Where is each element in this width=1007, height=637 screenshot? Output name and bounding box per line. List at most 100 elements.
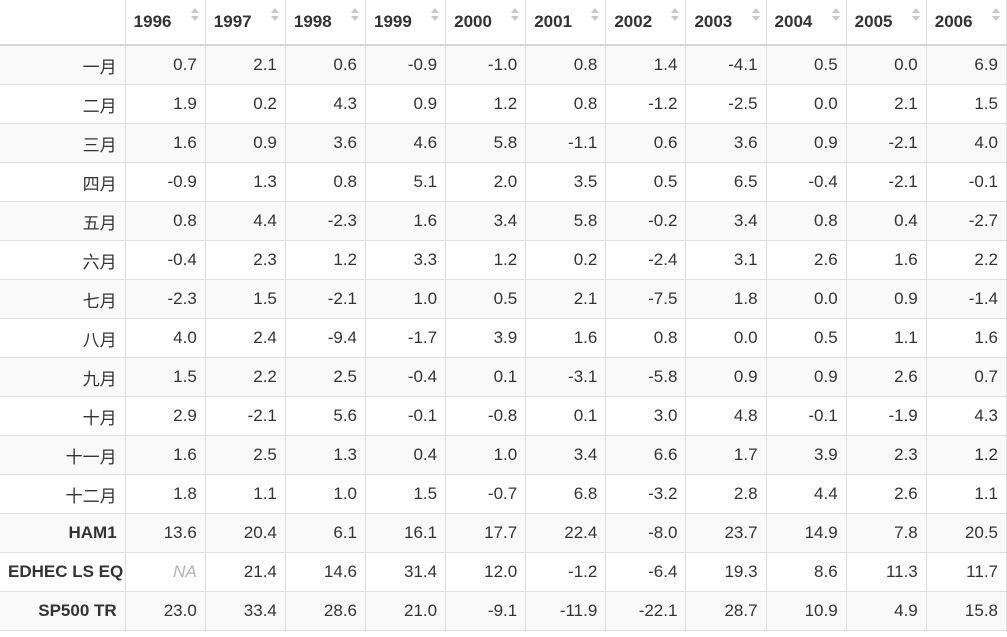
sort-arrows-icon[interactable]	[671, 8, 680, 26]
sort-arrows-icon[interactable]	[992, 8, 1000, 26]
table-cell: 0.9	[846, 279, 927, 319]
header-row: 1996 1997 1998 1999 2000 2001 2002 2003 2004 2005…	[0, 0, 1007, 46]
table-cell: 0.0	[766, 279, 847, 319]
table-cell: 2.0	[445, 162, 527, 202]
table-row: 十月 2.9 -2.1 5.6 -0.1 -0.8 0.1 3.0 4.8 -0.1 -1.9 4.3	[0, 396, 1007, 436]
table-cell: -2.3	[125, 279, 206, 319]
sort-arrows-icon[interactable]	[431, 8, 440, 26]
table-cell: 6.5	[685, 162, 767, 202]
table-cell: 13.6	[125, 513, 206, 553]
column-header-2000[interactable]: 2000	[445, 0, 527, 46]
table-cell: 1.6	[125, 123, 206, 163]
column-header-1998[interactable]: 1998	[285, 0, 367, 46]
column-header-1997[interactable]: 1997	[205, 0, 286, 46]
sort-arrows-icon[interactable]	[190, 8, 199, 26]
table-cell: 4.0	[926, 123, 1007, 163]
table-cell: 2.6	[846, 357, 927, 397]
table-cell: -2.1	[846, 162, 927, 202]
row-label: 九月	[0, 357, 126, 397]
sort-arrows-icon[interactable]	[591, 8, 600, 26]
column-header-2003[interactable]: 2003	[685, 0, 767, 46]
table-cell: 6.9	[926, 45, 1007, 85]
table-cell: 16.1	[365, 513, 447, 553]
table-cell: 3.6	[285, 123, 367, 163]
table-cell: 1.5	[926, 84, 1007, 124]
table-cell: -0.4	[125, 240, 206, 280]
row-label: 五月	[0, 201, 126, 241]
table-cell: 3.9	[766, 435, 847, 475]
table-cell: 1.2	[285, 240, 367, 280]
sort-arrows-icon[interactable]	[831, 8, 840, 26]
table-body: 一月 0.7 2.1 0.6 -0.9 -1.0 0.8 1.4 -4.1 0.5 0.0 6.9 二月…	[0, 45, 1007, 631]
table-cell: 5.8	[445, 123, 527, 163]
table-cell: 2.4	[205, 318, 286, 358]
table-cell: 0.5	[445, 279, 527, 319]
sort-arrows-icon[interactable]	[511, 8, 520, 26]
table-cell: 3.1	[685, 240, 767, 280]
table-cell: 0.5	[605, 162, 687, 202]
table-cell: -2.5	[685, 84, 767, 124]
table-cell: 1.2	[445, 240, 527, 280]
column-header-2002[interactable]: 2002	[605, 0, 687, 46]
table-cell: 11.7	[926, 552, 1007, 592]
table-cell: 11.3	[846, 552, 927, 592]
table-cell: 21.0	[365, 591, 447, 631]
table-cell: -0.8	[445, 396, 527, 436]
table-cell: 4.4	[205, 201, 286, 241]
table-cell: 0.2	[205, 84, 286, 124]
column-header-2001[interactable]: 2001	[525, 0, 607, 46]
table-cell: -6.4	[605, 552, 687, 592]
column-header-1996[interactable]: 1996	[125, 0, 206, 46]
table-cell: 1.1	[205, 474, 286, 514]
table-cell: -7.5	[605, 279, 687, 319]
table-row: HAM1 13.6 20.4 6.1 16.1 17.7 22.4 -8.0 23.7 14.9 7…	[0, 513, 1007, 553]
table-cell: 21.4	[205, 552, 286, 592]
table-cell: 0.6	[285, 45, 367, 85]
sort-arrows-icon[interactable]	[351, 8, 359, 26]
table-row: 五月 0.8 4.4 -2.3 1.6 3.4 5.8 -0.2 3.4 0.8 0.4 -2.7	[0, 201, 1007, 241]
table-row: 一月 0.7 2.1 0.6 -0.9 -1.0 0.8 1.4 -4.1 0.5 0.0 6.9	[0, 45, 1007, 85]
table-cell: 2.3	[205, 240, 286, 280]
sort-arrows-icon[interactable]	[911, 8, 920, 26]
column-header-label: 1999	[374, 12, 412, 31]
table-cell: -1.0	[445, 45, 527, 85]
table-cell: 2.5	[205, 435, 286, 475]
table-cell: 12.0	[445, 552, 527, 592]
corner-header	[0, 0, 126, 46]
table-cell: 15.8	[926, 591, 1007, 631]
table-cell: 1.3	[285, 435, 367, 475]
table-cell: 1.6	[365, 201, 447, 241]
column-header-label: 2003	[694, 12, 733, 31]
column-header-label: 1996	[133, 12, 172, 31]
table-row: 二月 1.9 0.2 4.3 0.9 1.2 0.8 -1.2 -2.5 0.0 2.1 1.5	[0, 84, 1007, 124]
table-cell: 20.4	[205, 513, 286, 553]
table-row: 三月 1.6 0.9 3.6 4.6 5.8 -1.1 0.6 3.6 0.9 -2.1 4.0	[0, 123, 1007, 163]
table-cell: -1.2	[525, 552, 607, 592]
column-header-2006[interactable]: 2006	[926, 0, 1007, 46]
sort-arrows-icon[interactable]	[751, 8, 760, 26]
table-cell: -3.1	[525, 357, 607, 397]
table-cell: 1.6	[525, 318, 607, 358]
table-cell: -9.1	[445, 591, 527, 631]
column-header-2005[interactable]: 2005	[846, 0, 927, 46]
column-header-label: 1997	[213, 12, 252, 31]
column-header-1999[interactable]: 1999	[365, 0, 447, 46]
table-cell: 0.8	[285, 162, 367, 202]
table-cell: -0.9	[125, 162, 206, 202]
table-cell: 1.8	[685, 279, 767, 319]
table-cell: 1.8	[125, 474, 206, 514]
table-cell: -3.2	[605, 474, 687, 514]
table-row: SP500 TR 23.0 33.4 28.6 21.0 -9.1 -11.9 -22.1 28…	[0, 591, 1007, 631]
table-cell: 17.7	[445, 513, 527, 553]
column-header-label: 2000	[454, 12, 492, 31]
table-cell: 0.6	[605, 123, 687, 163]
table-cell: 1.0	[285, 474, 367, 514]
column-header-2004[interactable]: 2004	[766, 0, 847, 46]
table-cell: 0.8	[525, 84, 607, 124]
table-cell: 2.2	[926, 240, 1007, 280]
table-cell: -1.9	[846, 396, 927, 436]
sort-arrows-icon[interactable]	[270, 8, 279, 26]
table-cell: 3.0	[605, 396, 687, 436]
table-cell: 0.9	[205, 123, 286, 163]
column-header-label: 2006	[934, 12, 973, 31]
